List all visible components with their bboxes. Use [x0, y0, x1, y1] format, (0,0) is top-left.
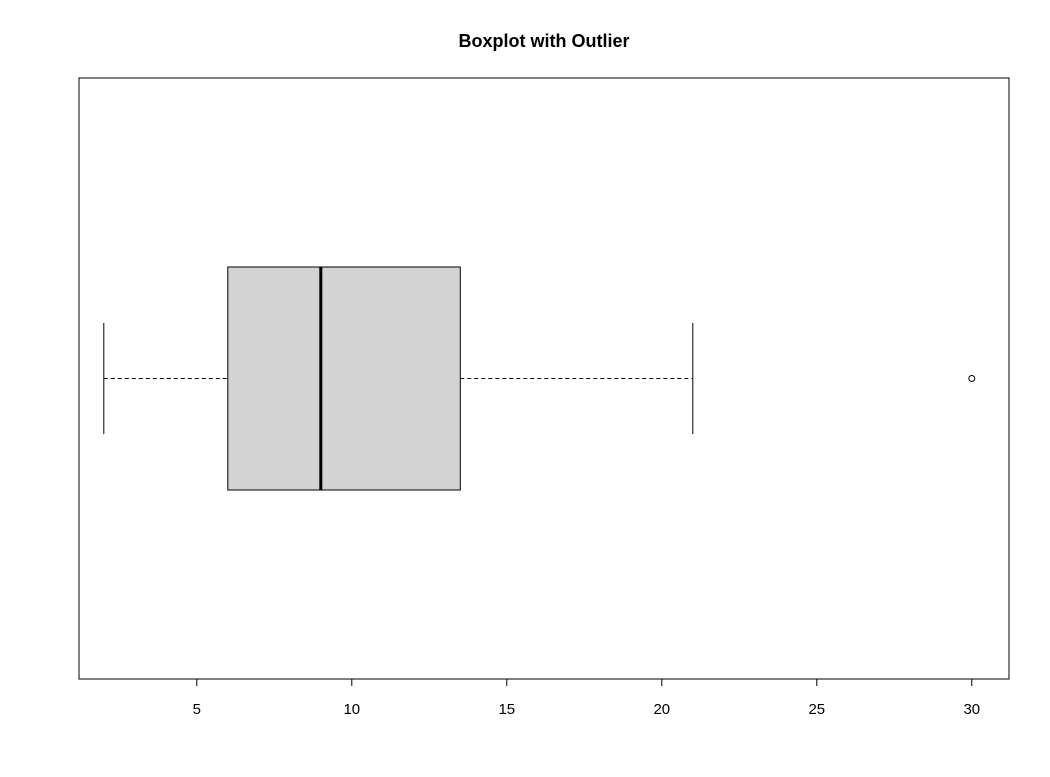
chart-title: Boxplot with Outlier: [459, 31, 630, 51]
x-tick-label: 5: [193, 701, 201, 718]
outlier-point: [968, 375, 976, 382]
x-tick-label: 30: [963, 701, 980, 718]
x-axis: 5 10 15 20 25 30: [193, 678, 980, 718]
iqr-box: [227, 266, 461, 491]
x-tick-label: 15: [498, 701, 515, 718]
x-tick-label: 10: [343, 701, 360, 718]
x-tick-label: 20: [653, 701, 670, 718]
x-tick-label: 25: [808, 701, 825, 718]
plot-marks: [103, 266, 976, 491]
